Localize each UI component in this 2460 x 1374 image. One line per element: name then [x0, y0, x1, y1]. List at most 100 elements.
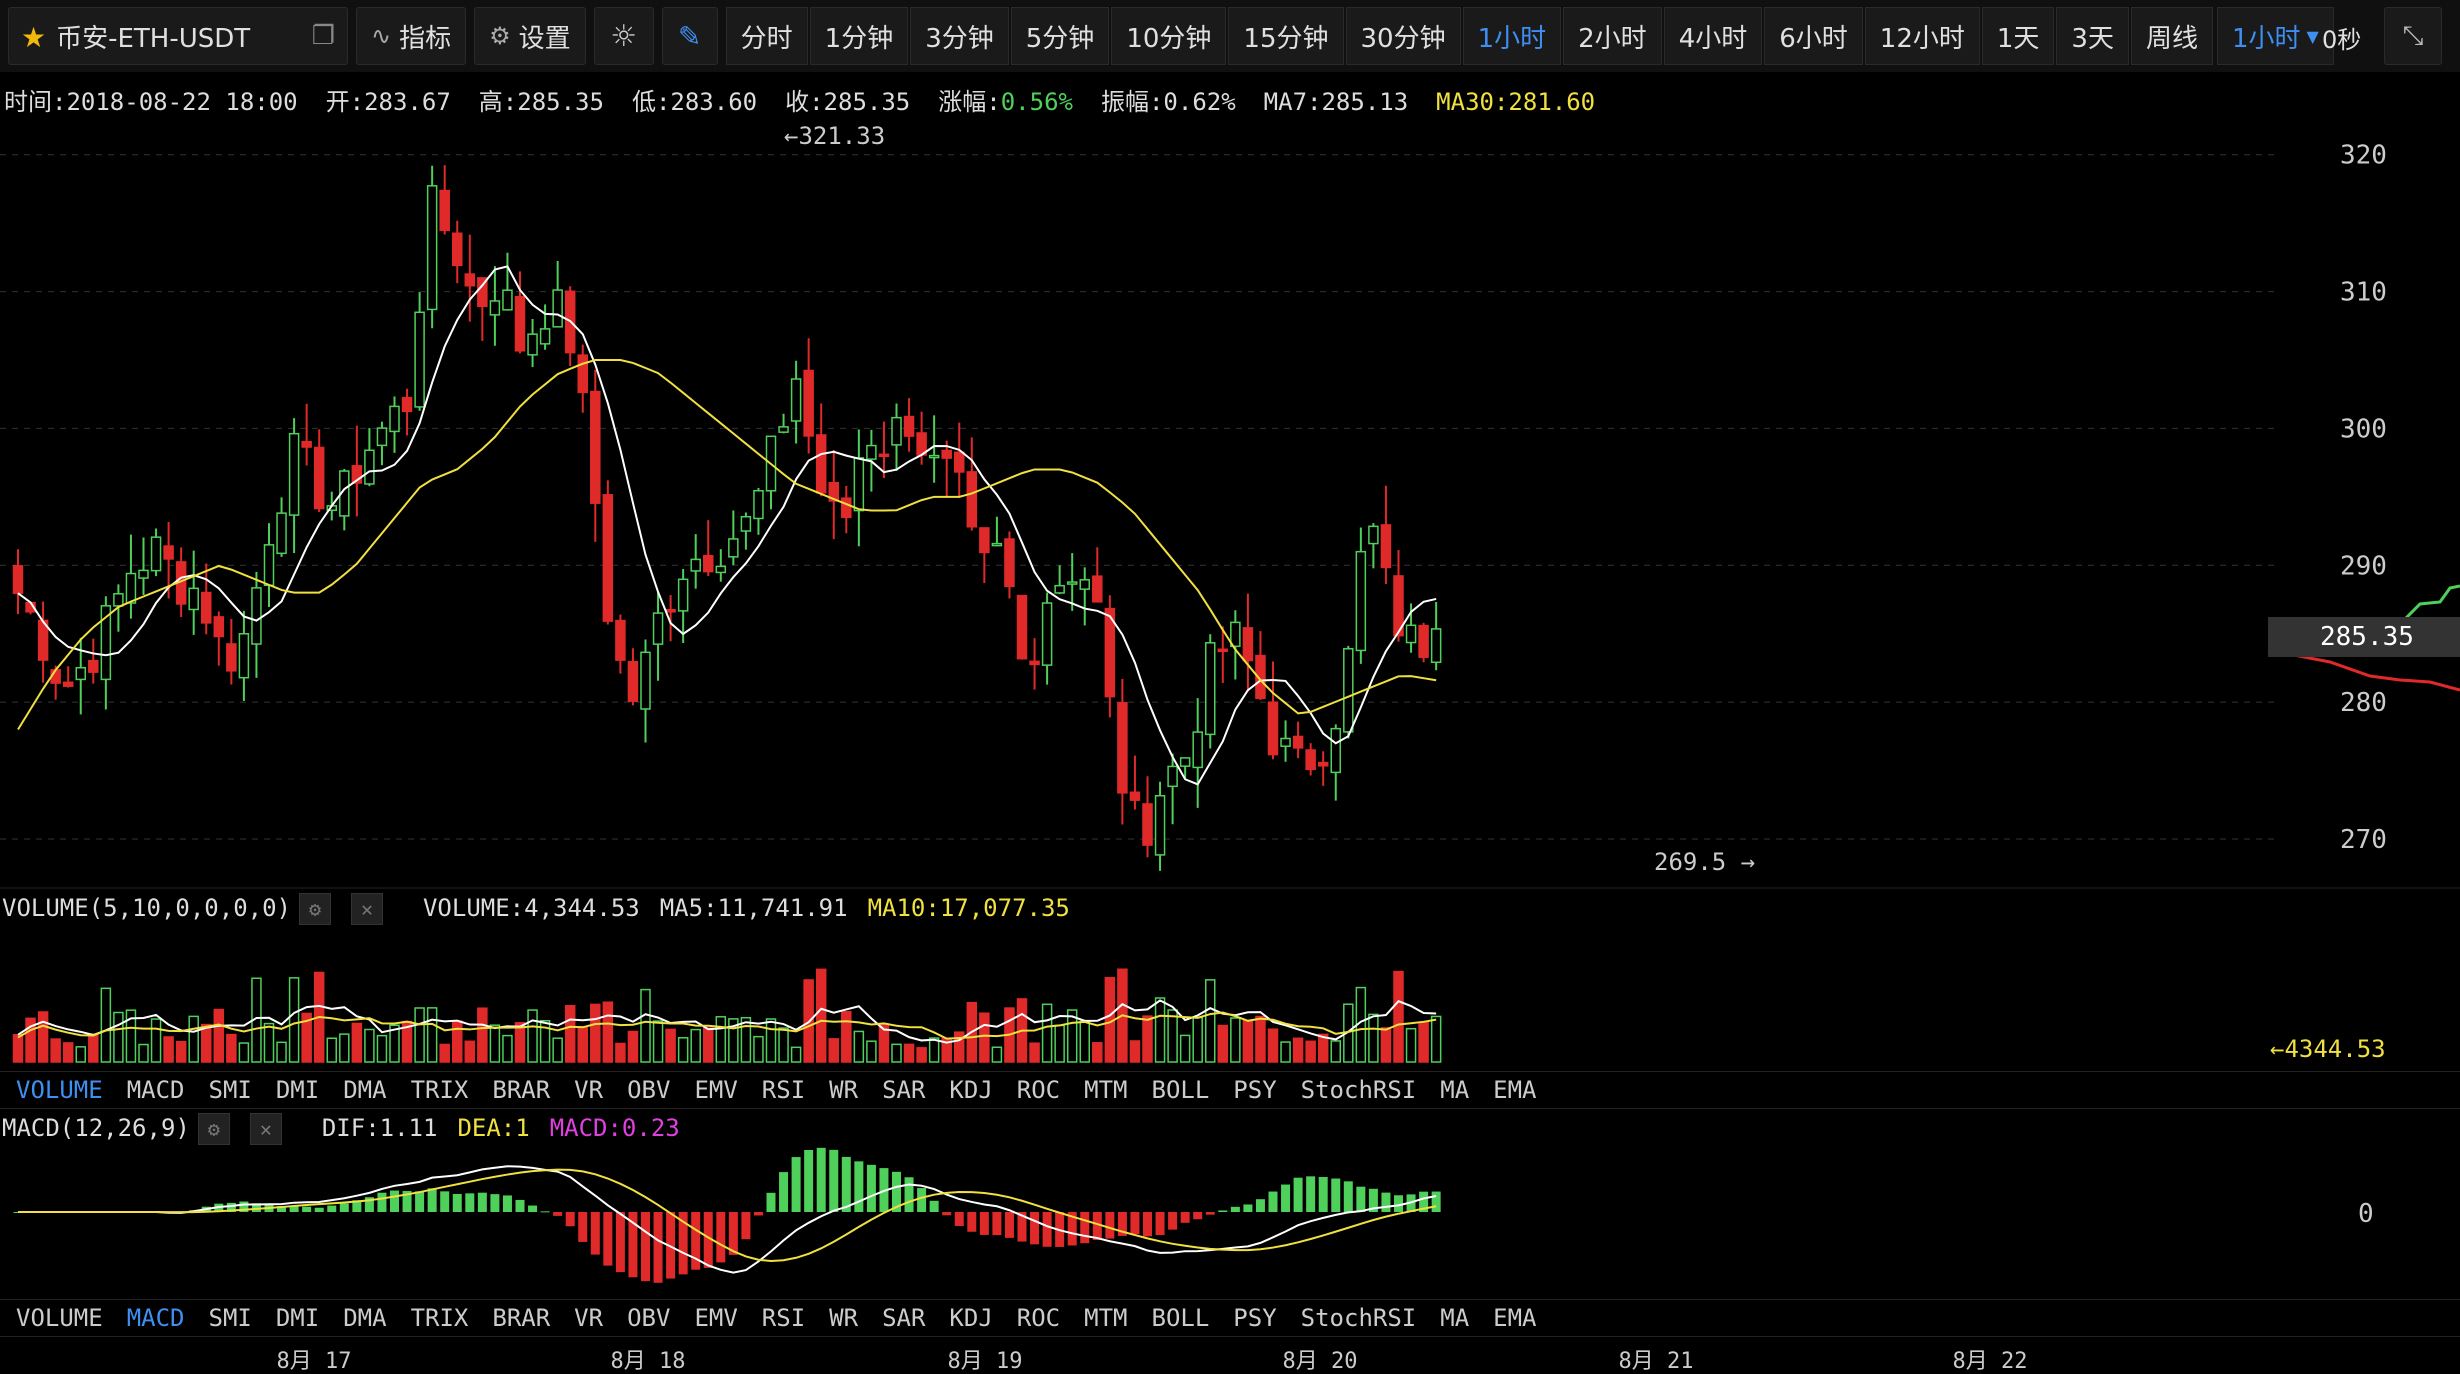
candle-body[interactable]	[489, 300, 501, 316]
top-tab-dmi[interactable]: DMI	[275, 1076, 320, 1104]
candle-body[interactable]	[602, 494, 614, 622]
candle-body[interactable]	[75, 666, 86, 681]
candle-body[interactable]	[954, 451, 965, 473]
top-tab-brar[interactable]: BRAR	[492, 1076, 551, 1104]
candle-body[interactable]	[1430, 628, 1442, 664]
candle-body[interactable]	[703, 554, 714, 573]
top-tab-roc[interactable]: ROC	[1016, 1076, 1061, 1104]
bottom-tab-wr[interactable]: WR	[829, 1304, 859, 1332]
candle-body[interactable]	[452, 232, 463, 267]
bottom-tab-sar[interactable]: SAR	[882, 1304, 926, 1332]
candle-body[interactable]	[1029, 660, 1040, 666]
bottom-tab-smi[interactable]: SMI	[208, 1304, 252, 1332]
timeframe-0[interactable]: 分时	[725, 7, 808, 65]
bottom-tab-volume[interactable]: VOLUME	[16, 1304, 103, 1332]
candle-body[interactable]	[1142, 803, 1153, 846]
top-tab-volume[interactable]: VOLUME	[16, 1076, 103, 1104]
candle-body[interactable]	[426, 185, 438, 311]
candle-body[interactable]	[841, 497, 852, 519]
timeframe-5[interactable]: 15分钟	[1228, 7, 1344, 65]
candle-body[interactable]	[539, 328, 551, 345]
candle-body[interactable]	[903, 415, 915, 437]
candle-body[interactable]	[313, 446, 325, 510]
candle-body[interactable]	[1129, 791, 1141, 801]
candle-body[interactable]	[1255, 654, 1266, 699]
bottom-tab-dma[interactable]: DMA	[343, 1304, 387, 1332]
candle-body[interactable]	[1117, 702, 1128, 794]
top-tab-psy[interactable]: PSY	[1233, 1076, 1277, 1104]
candle-body[interactable]	[88, 659, 99, 673]
candle-body[interactable]	[263, 544, 275, 587]
candle-body[interactable]	[1104, 607, 1116, 698]
indicator-button[interactable]: ∿ 指标	[356, 7, 467, 65]
candle-body[interactable]	[590, 390, 601, 504]
candle-body[interactable]	[364, 449, 375, 485]
timeframe-10[interactable]: 6小时	[1764, 7, 1863, 65]
candle-body[interactable]	[439, 189, 450, 232]
candle-body[interactable]	[477, 277, 488, 308]
candle-body[interactable]	[1092, 575, 1103, 603]
candle-body[interactable]	[288, 432, 300, 516]
candle-body[interactable]	[740, 515, 752, 532]
candle-body[interactable]	[753, 489, 764, 520]
timeframe-14[interactable]: 周线	[2130, 7, 2213, 65]
macd-gear-icon[interactable]: ⚙	[197, 1113, 230, 1145]
bottom-tab-boll[interactable]: BOLL	[1151, 1304, 1210, 1332]
bottom-tab-mtm[interactable]: MTM	[1084, 1304, 1128, 1332]
popout-icon[interactable]: ❐	[311, 21, 335, 51]
candle-body[interactable]	[150, 536, 162, 572]
candle-body[interactable]	[1079, 579, 1090, 590]
timeframe-12[interactable]: 1天	[1981, 7, 2055, 65]
market-title-box[interactable]: ★ 币安-ETH-USDT ❐	[8, 7, 348, 65]
candle-body[interactable]	[163, 545, 174, 560]
candle-body[interactable]	[12, 565, 24, 594]
candle-body[interactable]	[351, 465, 363, 484]
candle-body[interactable]	[677, 578, 689, 612]
candle-body[interactable]	[866, 444, 877, 460]
candle-body[interactable]	[552, 289, 563, 328]
top-tab-macd[interactable]: MACD	[126, 1076, 185, 1104]
candle-body[interactable]	[1242, 627, 1254, 662]
candle-body[interactable]	[301, 440, 312, 448]
top-tab-sar[interactable]: SAR	[882, 1076, 926, 1104]
candle-body[interactable]	[1205, 642, 1216, 736]
top-tab-dma[interactable]: DMA	[343, 1076, 387, 1104]
bottom-tab-brar[interactable]: BRAR	[492, 1304, 551, 1332]
candle-body[interactable]	[690, 558, 701, 572]
candle-body[interactable]	[188, 587, 199, 611]
top-tab-kdj[interactable]: KDJ	[949, 1076, 993, 1104]
timeframe-8[interactable]: 2小时	[1563, 7, 1662, 65]
top-tab-smi[interactable]: SMI	[208, 1076, 252, 1104]
top-tab-ma[interactable]: MA	[1440, 1076, 1470, 1104]
bottom-tab-obv[interactable]: OBV	[627, 1304, 671, 1332]
volume-close-icon[interactable]: ✕	[350, 893, 383, 925]
candle-body[interactable]	[1418, 624, 1429, 658]
candle-body[interactable]	[138, 569, 149, 579]
candle-body[interactable]	[891, 416, 902, 446]
bottom-tab-ema[interactable]: EMA	[1493, 1304, 1537, 1332]
timeframe-13[interactable]: 3天	[2056, 7, 2129, 65]
macd-close-icon[interactable]: ✕	[249, 1113, 282, 1145]
candle-body[interactable]	[577, 354, 588, 394]
candle-body[interactable]	[878, 453, 890, 458]
candle-body[interactable]	[1066, 581, 1078, 585]
candle-body[interactable]	[1167, 765, 1178, 788]
candle-body[interactable]	[226, 643, 237, 672]
fullscreen-button[interactable]: ⤡	[2384, 7, 2442, 65]
top-tab-mtm[interactable]: MTM	[1084, 1076, 1128, 1104]
timeframe-2[interactable]: 3分钟	[910, 7, 1009, 65]
candle-body[interactable]	[1405, 624, 1417, 644]
top-tab-stochrsi[interactable]: StochRSI	[1300, 1076, 1417, 1104]
candle-body[interactable]	[1380, 524, 1392, 569]
candle-body[interactable]	[1041, 602, 1053, 666]
candle-body[interactable]	[728, 538, 739, 558]
bottom-tab-dmi[interactable]: DMI	[275, 1304, 320, 1332]
candle-body[interactable]	[1004, 538, 1015, 588]
bottom-tab-ma[interactable]: MA	[1440, 1304, 1470, 1332]
candle-body[interactable]	[401, 396, 413, 413]
bottom-tab-trix[interactable]: TRIX	[410, 1304, 469, 1332]
candle-body[interactable]	[1393, 575, 1404, 637]
top-tab-trix[interactable]: TRIX	[410, 1076, 469, 1104]
timeframe-7[interactable]: 1小时	[1462, 7, 1562, 65]
